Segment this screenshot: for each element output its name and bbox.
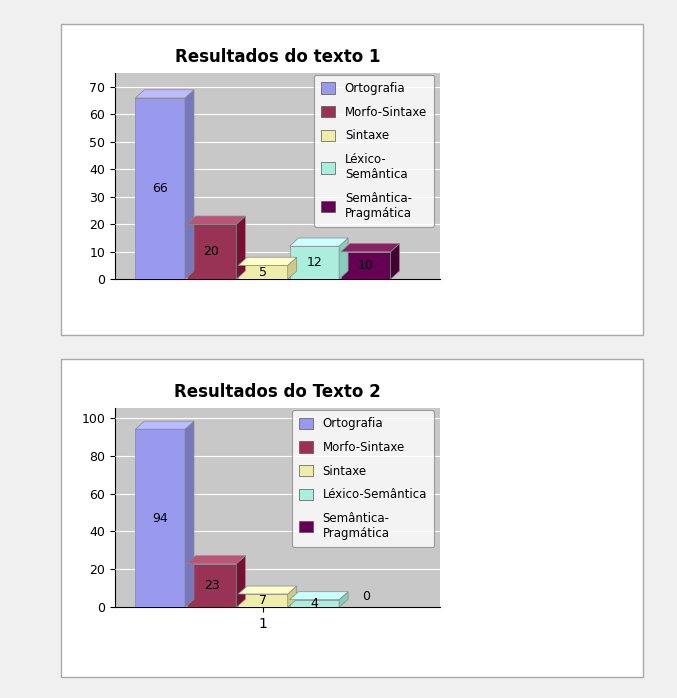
Title: Resultados do texto 1: Resultados do texto 1	[175, 48, 380, 66]
Polygon shape	[290, 592, 348, 600]
Polygon shape	[339, 238, 348, 279]
Text: 5: 5	[259, 266, 267, 279]
Polygon shape	[238, 258, 297, 265]
Polygon shape	[391, 244, 399, 279]
Polygon shape	[288, 586, 297, 607]
Bar	[341, 252, 391, 279]
Polygon shape	[135, 90, 194, 98]
Polygon shape	[339, 592, 348, 607]
Text: 0: 0	[362, 591, 370, 604]
Polygon shape	[185, 90, 194, 279]
Polygon shape	[341, 244, 399, 252]
Polygon shape	[187, 216, 245, 224]
Legend: Ortografia, Morfo-Sintaxe, Sintaxe, Léxico-Semântica, Semântica-
Pragmática: Ortografia, Morfo-Sintaxe, Sintaxe, Léxi…	[292, 410, 434, 547]
Text: 7: 7	[259, 594, 267, 607]
Bar	[187, 224, 236, 279]
Polygon shape	[288, 258, 297, 279]
Text: 20: 20	[204, 245, 219, 258]
Text: 23: 23	[204, 579, 219, 592]
Polygon shape	[238, 586, 297, 594]
Text: 4: 4	[310, 597, 318, 610]
Polygon shape	[236, 216, 245, 279]
Text: 66: 66	[152, 182, 168, 195]
Bar	[135, 429, 185, 607]
Text: 10: 10	[357, 259, 374, 272]
Polygon shape	[236, 556, 245, 607]
Bar	[290, 600, 339, 607]
Legend: Ortografia, Morfo-Sintaxe, Sintaxe, Léxico-
Semântica, Semântica-
Pragmática: Ortografia, Morfo-Sintaxe, Sintaxe, Léxi…	[314, 75, 434, 227]
Bar	[290, 246, 339, 279]
Polygon shape	[185, 421, 194, 607]
Bar	[238, 594, 288, 607]
Title: Resultados do Texto 2: Resultados do Texto 2	[174, 383, 381, 401]
Bar	[135, 98, 185, 279]
Bar	[187, 564, 236, 607]
Bar	[238, 265, 288, 279]
Polygon shape	[135, 421, 194, 429]
Text: 94: 94	[152, 512, 168, 525]
Text: 12: 12	[307, 256, 322, 269]
Polygon shape	[187, 556, 245, 564]
Polygon shape	[290, 238, 348, 246]
